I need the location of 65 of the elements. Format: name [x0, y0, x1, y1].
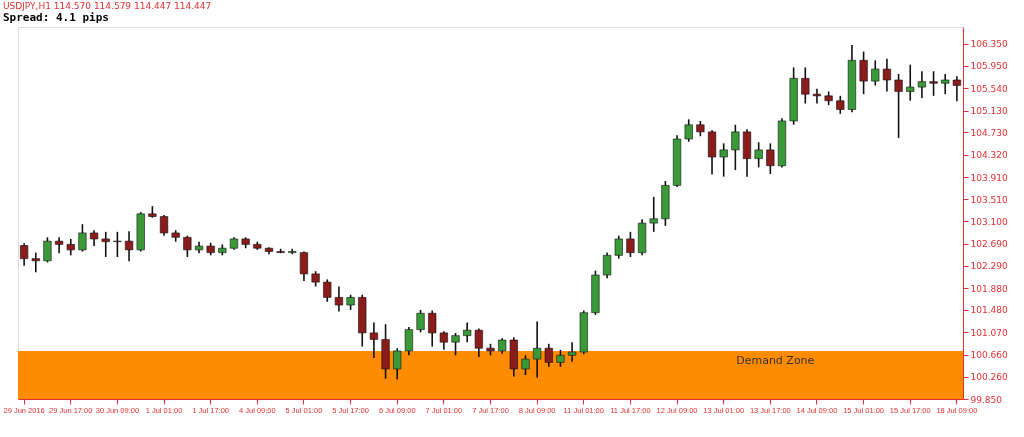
band-label: Demand Zone — [736, 353, 815, 367]
y-tick-label: 104.730 — [970, 127, 1008, 138]
candlestick — [31, 251, 40, 274]
candlestick — [766, 142, 775, 175]
candlestick — [521, 354, 530, 376]
candlestick — [533, 320, 542, 379]
candlestick — [544, 343, 553, 368]
chart-subtitle: Spread: 4.1 pips — [2, 11, 109, 24]
candlestick — [439, 330, 448, 351]
candlestick — [101, 231, 110, 258]
candlestick — [941, 73, 950, 95]
y-tick-label: 100.260 — [970, 372, 1008, 383]
y-tick-label: 99.850 — [970, 394, 1003, 405]
candlestick — [43, 236, 52, 264]
candlestick — [684, 118, 693, 143]
y-tick-label: 101.480 — [970, 305, 1008, 316]
candlestick — [731, 123, 740, 171]
candlestick — [754, 141, 763, 169]
candlestick — [428, 309, 437, 348]
candlestick — [626, 231, 635, 258]
candlestick — [124, 230, 134, 263]
candlestick — [952, 75, 961, 103]
candlestick — [859, 50, 868, 95]
candlestick — [404, 326, 413, 357]
y-tick-label: 102.690 — [970, 239, 1008, 250]
y-tick-label: 104.320 — [970, 150, 1008, 161]
candlestick — [369, 321, 378, 359]
y-tick-label: 100.660 — [970, 350, 1008, 361]
candlestick — [323, 278, 332, 303]
y-tick-label: 103.910 — [970, 172, 1008, 183]
candlestick — [603, 251, 612, 280]
candlestick — [416, 309, 425, 334]
candlestick — [929, 70, 938, 97]
y-tick-label: 105.950 — [970, 61, 1008, 72]
candlestick — [183, 234, 192, 258]
candlestick — [568, 341, 577, 363]
candlestick — [894, 73, 903, 139]
y-tick-label: 101.070 — [970, 327, 1008, 338]
candlestick — [20, 242, 29, 267]
candlestick — [159, 214, 169, 237]
chart-title: USDJPY,H1 114.570 114.579 114.447 114.447 — [2, 1, 212, 11]
candlestick — [836, 95, 845, 115]
y-tick-label: 105.540 — [970, 83, 1008, 94]
candlestick — [906, 63, 915, 102]
y-tick-label: 103.100 — [970, 216, 1008, 227]
candlestick — [871, 59, 880, 87]
candlestick — [299, 250, 309, 282]
candlestick — [719, 142, 728, 178]
y-tick-label: 101.880 — [970, 283, 1008, 294]
y-tick-label: 106.350 — [970, 39, 1008, 50]
candlestick — [78, 223, 87, 253]
candlestick — [474, 327, 483, 358]
candlestick — [917, 70, 926, 99]
candlestick — [801, 66, 810, 105]
candlestick — [113, 231, 122, 258]
y-tick-label: 103.510 — [970, 194, 1008, 205]
candlestick — [882, 57, 892, 93]
candlestick — [614, 234, 623, 260]
candlestick — [334, 285, 344, 313]
candlestick — [463, 321, 472, 343]
candlestick — [393, 347, 402, 381]
candlestick — [451, 332, 460, 357]
y-tick-label: 105.130 — [970, 106, 1008, 117]
candlestick — [649, 196, 658, 233]
y-tick-label: 102.290 — [970, 261, 1008, 272]
